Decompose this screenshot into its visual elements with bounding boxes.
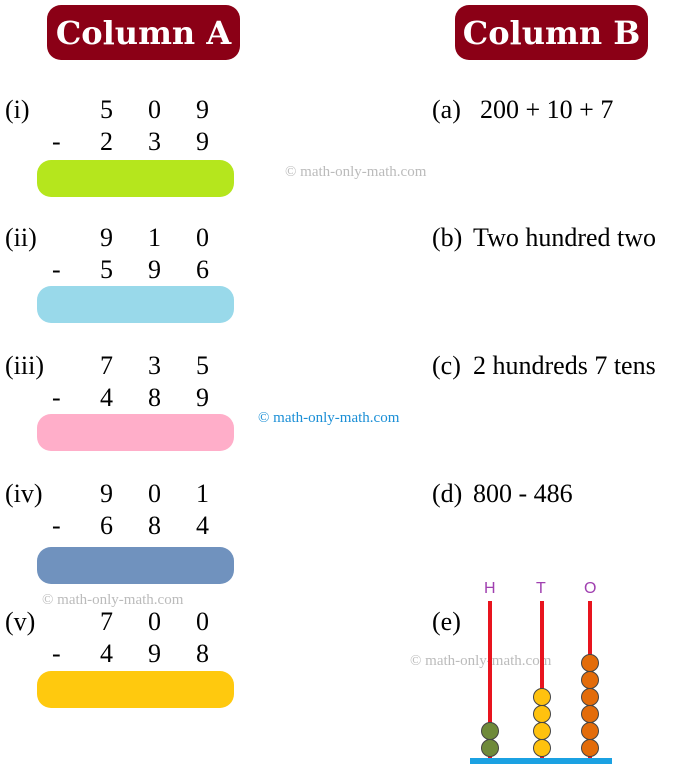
digit: 7 — [100, 607, 113, 636]
match-label: (b) — [432, 223, 463, 252]
abacus-bead — [581, 671, 599, 689]
match-label: (e) — [432, 607, 461, 636]
watermark: © math-only-math.com — [410, 653, 552, 669]
digit: 9 — [100, 223, 113, 252]
minus-sign: - — [52, 639, 61, 668]
digit: 5 — [100, 255, 113, 284]
digit: 4 — [100, 383, 113, 412]
digit: 9 — [100, 479, 113, 508]
problem-label: (iv) — [5, 479, 43, 508]
abacus-bead — [533, 722, 551, 740]
abacus-bead — [581, 722, 599, 740]
digit: 9 — [196, 95, 209, 124]
abacus-base — [470, 758, 612, 764]
problem-label: (ii) — [5, 223, 37, 252]
digit: 1 — [148, 223, 161, 252]
problem-label: (i) — [5, 95, 30, 124]
digit: 9 — [148, 255, 161, 284]
minus-sign: - — [52, 255, 61, 284]
answer-box[interactable] — [37, 671, 234, 708]
digit: 0 — [148, 607, 161, 636]
digit: 4 — [100, 639, 113, 668]
abacus-rod — [488, 601, 492, 758]
digit: 4 — [196, 511, 209, 540]
digit: 7 — [100, 351, 113, 380]
digit: 6 — [100, 511, 113, 540]
abacus-bead — [481, 739, 499, 757]
match-label: (c) — [432, 351, 461, 380]
match-text: Two hundred two — [473, 223, 657, 252]
match-text: 200 + 10 + 7 — [480, 95, 614, 124]
digit: 9 — [148, 639, 161, 668]
column-b-header: Column B — [455, 5, 648, 60]
abacus-bead — [581, 688, 599, 706]
match-label: (a) — [432, 95, 461, 124]
match-text: 2 hundreds 7 tens — [473, 351, 656, 380]
digit: 1 — [196, 479, 209, 508]
column-a-header: Column A — [47, 5, 240, 60]
minus-sign: - — [52, 511, 61, 540]
digit: 8 — [148, 383, 161, 412]
problem-label: (v) — [5, 607, 36, 636]
abacus-rod-label: H — [484, 580, 496, 597]
digit: 0 — [148, 95, 161, 124]
abacus-rod-label: T — [536, 580, 546, 597]
answer-box[interactable] — [37, 286, 234, 323]
digit: 9 — [196, 127, 209, 156]
digit: 0 — [196, 223, 209, 252]
digit: 8 — [196, 639, 209, 668]
digit: 3 — [148, 351, 161, 380]
abacus-rod-label: O — [584, 580, 597, 597]
digit: 8 — [148, 511, 161, 540]
abacus-bead — [581, 705, 599, 723]
minus-sign: - — [52, 127, 61, 156]
abacus-bead — [581, 654, 599, 672]
digit: 2 — [100, 127, 113, 156]
watermark: © math-only-math.com — [285, 164, 427, 180]
abacus-rod — [540, 601, 544, 758]
problem-label: (iii) — [5, 351, 44, 380]
abacus-bead — [533, 705, 551, 723]
abacus-bead — [533, 688, 551, 706]
match-text: 800 - 486 — [473, 479, 573, 508]
digit: 5 — [100, 95, 113, 124]
answer-box[interactable] — [37, 414, 234, 451]
digit: 0 — [196, 607, 209, 636]
abacus-bead — [481, 722, 499, 740]
watermark: © math-only-math.com — [258, 410, 400, 426]
watermark: © math-only-math.com — [42, 592, 184, 608]
minus-sign: - — [52, 383, 61, 412]
digit: 9 — [196, 383, 209, 412]
digit: 6 — [196, 255, 209, 284]
abacus-bead — [533, 739, 551, 757]
answer-box[interactable] — [37, 547, 234, 584]
digit: 0 — [148, 479, 161, 508]
match-label: (d) — [432, 479, 463, 508]
digit: 5 — [196, 351, 209, 380]
abacus-bead — [581, 739, 599, 757]
digit: 3 — [148, 127, 161, 156]
answer-box[interactable] — [37, 160, 234, 197]
